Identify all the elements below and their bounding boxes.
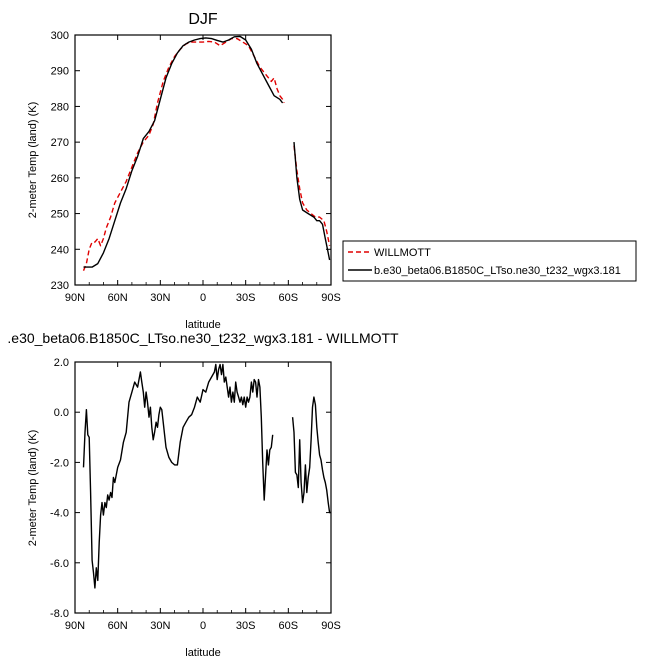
bottom-chart-frame	[74, 361, 332, 614]
x-tick-label: 0	[200, 620, 206, 632]
series-1-segment-0	[83, 35, 284, 268]
y-tick-label: 290	[51, 66, 69, 78]
top-chart-xlabel: latitude	[185, 319, 220, 331]
legend-label-willmott: WILLMOTT	[374, 247, 431, 259]
bottom-chart-panel: .e30_beta06.B1850C_LTso.ne30_t232_wgx3.1…	[7, 330, 399, 659]
bottom-chart-ticks: 90N 60N 30N 0 30S 60S 90S -8.0 -6.0 -4.0 -2.0 0.0 2.…	[50, 357, 341, 632]
x-tick-label: 30S	[236, 292, 256, 304]
x-tick-label: 60S	[279, 620, 299, 632]
top-chart-frame	[74, 34, 332, 286]
y-tick-label: 250	[51, 209, 69, 221]
y-tick-label: 260	[51, 173, 69, 185]
series-0-segment-1	[291, 396, 331, 514]
x-tick-label: 30N	[150, 620, 170, 632]
series-0-segment-0	[82, 37, 285, 271]
top-chart-title: DJF	[188, 11, 218, 28]
y-tick-label: -4.0	[50, 508, 69, 520]
legend-label-model: b.e30_beta06.B1850C_LTso.ne30_t232_wgx3.…	[374, 265, 621, 277]
bottom-chart-ylabel: 2-meter Temp (land) (K)	[27, 430, 39, 547]
y-tick-label: 270	[51, 137, 69, 149]
y-tick-label: 240	[51, 244, 69, 256]
y-tick-label: 2.0	[54, 357, 69, 369]
x-tick-label: 90N	[65, 292, 85, 304]
y-tick-label: 280	[51, 101, 69, 113]
bottom-chart-lines	[82, 363, 331, 589]
y-tick-label: 0.0	[54, 407, 69, 419]
series-1-segment-1	[293, 142, 331, 261]
x-tick-label: 90N	[65, 620, 85, 632]
top-chart-ticks: 90N 60N 30N 0 30S 60S 90S 230 240 250 260 270 280 290…	[51, 30, 341, 304]
x-tick-label: 30S	[236, 620, 256, 632]
x-tick-label: 90S	[321, 292, 341, 304]
y-tick-label: -8.0	[50, 608, 69, 620]
legend: WILLMOTT b.e30_beta06.B1850C_LTso.ne30_t…	[342, 240, 637, 282]
y-tick-label: 230	[51, 280, 69, 292]
top-chart-lines	[82, 35, 331, 271]
y-tick-label: -6.0	[50, 558, 69, 570]
top-chart-panel: DJF 2-meter Temp (land) (K) latitude 90N…	[27, 11, 341, 331]
x-tick-label: 0	[200, 292, 206, 304]
bottom-chart-title: .e30_beta06.B1850C_LTso.ne30_t232_wgx3.1…	[7, 330, 399, 346]
x-tick-label: 30N	[150, 292, 170, 304]
y-tick-label: -2.0	[50, 457, 69, 469]
bottom-chart-xlabel: latitude	[185, 647, 220, 659]
x-tick-label: 90S	[321, 620, 341, 632]
series-0-segment-0	[82, 363, 274, 589]
series-0-segment-1	[293, 145, 331, 246]
x-tick-label: 60N	[108, 620, 128, 632]
legend-box	[342, 240, 637, 282]
x-tick-label: 60N	[108, 292, 128, 304]
x-tick-label: 60S	[279, 292, 299, 304]
top-chart-ylabel: 2-meter Temp (land) (K)	[27, 102, 39, 219]
y-tick-label: 300	[51, 30, 69, 42]
